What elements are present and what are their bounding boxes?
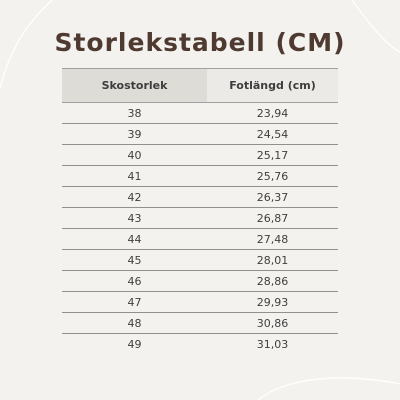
table-row: 39 24,54 [62,123,338,145]
foot-length-cell: 28,86 [207,270,338,292]
foot-length-cell: 25,17 [207,144,338,166]
table-row: 47 29,93 [62,291,338,313]
table-row: 48 30,86 [62,312,338,334]
decorative-curve-top-left [0,0,53,89]
foot-length-cell: 26,37 [207,186,338,208]
shoe-size-cell: 49 [127,337,142,351]
decorative-curve-top-right [351,0,400,53]
table-row: 43 26,87 [62,207,338,229]
foot-length-cell: 28,01 [207,249,338,271]
page-title: Storlekstabell (CM) [54,28,346,57]
shoe-size-cell: 38 [62,102,207,124]
shoe-size-cell: 47 [62,291,207,313]
size-chart-table: Skostorlek Fotlängd (cm) 38 23,94 39 24,… [62,68,338,354]
foot-length-cell: 25,76 [207,165,338,187]
shoe-size-cell: 45 [62,249,207,271]
table-row: 46 28,86 [62,270,338,292]
foot-length-cell: 24,54 [207,123,338,145]
foot-length-cell: 29,93 [207,291,338,313]
table-row: 49 31,03 [62,334,338,355]
foot-length-cell: 26,87 [207,207,338,229]
shoe-size-cell: 43 [62,207,207,229]
shoe-size-cell: 39 [62,123,207,145]
shoe-size-cell: 42 [62,186,207,208]
column-header-foot-length: Fotlängd (cm) [207,68,338,103]
table-row: 45 28,01 [62,249,338,271]
shoe-size-cell: 48 [62,312,207,334]
shoe-size-cell: 41 [62,165,207,187]
decorative-curve-bottom-right [257,377,400,400]
table-row: 38 23,94 [62,102,338,124]
foot-length-cell: 27,48 [207,228,338,250]
column-header-shoe-size: Skostorlek [62,68,207,103]
foot-length-cell: 23,94 [207,102,338,124]
shoe-size-cell: 46 [62,270,207,292]
table-row: 42 26,37 [62,186,338,208]
table-row: 40 25,17 [62,144,338,166]
table-row: 41 25,76 [62,165,338,187]
shoe-size-cell: 40 [62,144,207,166]
table-row: 44 27,48 [62,228,338,250]
table-header-row: Skostorlek Fotlängd (cm) [62,68,338,103]
foot-length-cell: 31,03 [256,337,289,351]
foot-length-cell: 30,86 [207,312,338,334]
shoe-size-cell: 44 [62,228,207,250]
